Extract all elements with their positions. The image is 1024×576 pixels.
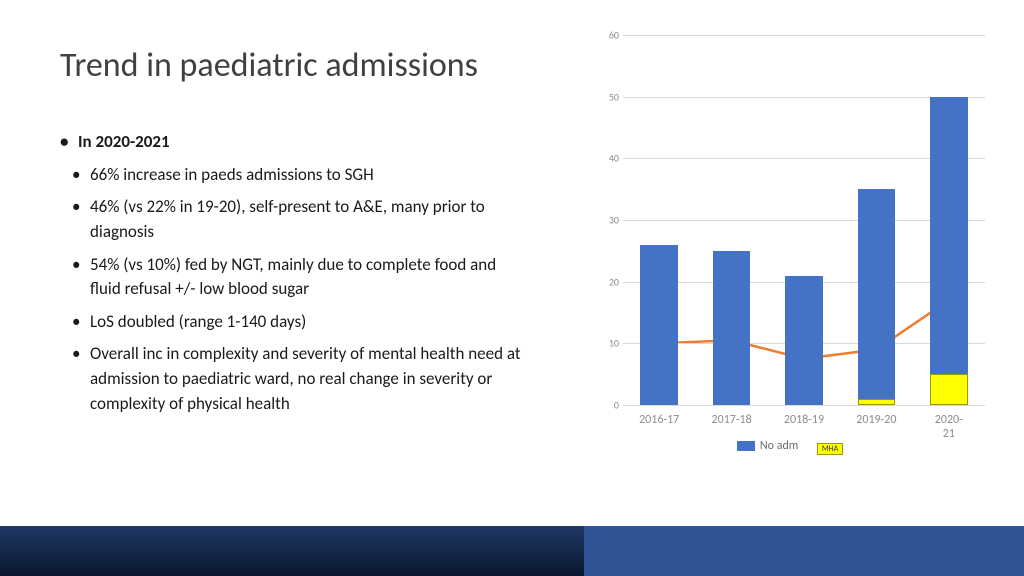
bar-group	[640, 35, 678, 405]
legend-item-mha: MHA	[817, 443, 843, 455]
chart-legend: No adm MHA	[595, 439, 985, 455]
footer-segment-right	[584, 526, 1024, 576]
x-tick-label: 2018-19	[784, 413, 824, 427]
legend-swatch	[737, 441, 755, 451]
legend-swatch: MHA	[817, 443, 843, 455]
bar-group	[930, 35, 968, 405]
y-tick-label: 40	[599, 152, 619, 165]
y-tick-label: 60	[599, 29, 619, 42]
bar-segment-mha	[858, 399, 896, 405]
bar-group	[713, 35, 751, 405]
footer-segment-left	[0, 526, 584, 576]
bar-segment-no-adm	[785, 276, 823, 406]
x-tick-label: 2019-20	[856, 413, 896, 427]
bar-segment-no-adm	[930, 97, 968, 375]
slide: Trend in paediatric admissions In 2020-2…	[0, 0, 1024, 576]
admissions-chart: 01020304050602016-172017-182018-192019-2…	[595, 35, 985, 455]
legend-label: No adm	[760, 439, 798, 453]
bar-segment-no-adm	[713, 251, 751, 405]
x-tick-label: 2016-17	[639, 413, 679, 427]
y-tick-label: 10	[599, 337, 619, 350]
bar-segment-mha	[930, 374, 968, 405]
y-tick-label: 20	[599, 275, 619, 288]
bullet-header: In 2020-2021	[60, 130, 530, 155]
y-tick-label: 50	[599, 90, 619, 103]
bullet-item: LoS doubled (range 1-140 days)	[72, 310, 530, 335]
x-tick-label: 2020-21	[931, 413, 967, 441]
bullet-list: In 2020-2021 66% increase in paeds admis…	[60, 130, 530, 424]
legend-item-no-adm: No adm	[737, 439, 798, 453]
gridline	[623, 405, 985, 406]
bar-segment-no-adm	[858, 189, 896, 399]
bullet-item: Overall inc in complexity and severity o…	[72, 342, 530, 416]
bar-group	[858, 35, 896, 405]
bullet-item: 66% increase in paeds admissions to SGH	[72, 163, 530, 188]
page-title: Trend in paediatric admissions	[60, 45, 478, 86]
x-tick-label: 2017-18	[712, 413, 752, 427]
bullet-item: 54% (vs 10%) fed by NGT, mainly due to c…	[72, 253, 530, 302]
bar-segment-no-adm	[640, 245, 678, 405]
footer-bar	[0, 526, 1024, 576]
y-tick-label: 0	[599, 399, 619, 412]
y-tick-label: 30	[599, 214, 619, 227]
bullet-item: 46% (vs 22% in 19-20), self-present to A…	[72, 195, 530, 244]
chart-plot-area: 01020304050602016-172017-182018-192019-2…	[623, 35, 985, 405]
bar-group	[785, 35, 823, 405]
